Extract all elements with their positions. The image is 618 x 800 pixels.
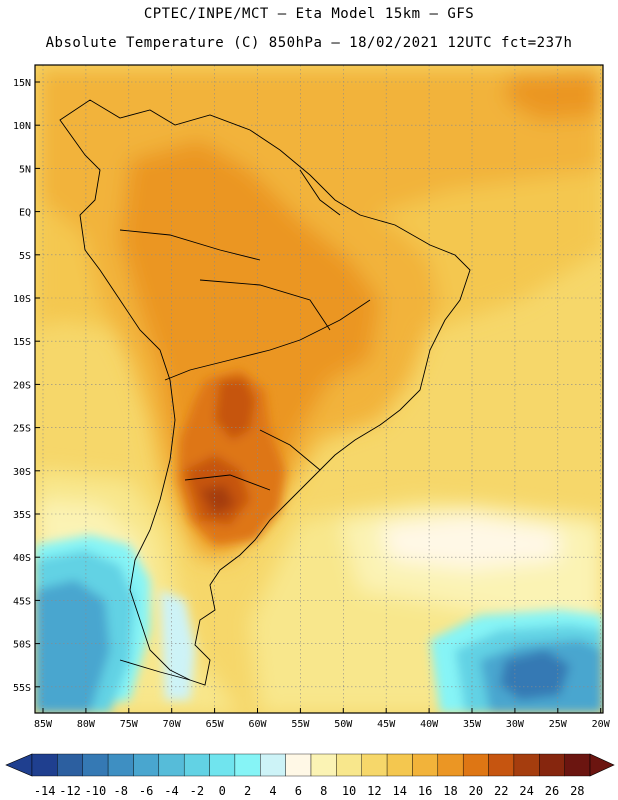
colorbar-swatch <box>462 753 489 777</box>
colorbar-swatch <box>57 753 83 777</box>
lat-label: 35S <box>13 510 31 521</box>
title-line-2: Absolute Temperature (C) 850hPa – 18/02/… <box>45 35 573 51</box>
colorbar-swatch <box>361 753 388 777</box>
colorbar-high-arrow <box>589 753 615 777</box>
lat-label: 15S <box>13 337 31 348</box>
colorbar-swatch <box>82 753 109 777</box>
lat-label: 10N <box>13 121 31 132</box>
colorbar-label: 14 <box>393 784 407 798</box>
colorbar-label: -6 <box>139 784 153 798</box>
lon-label: 50W <box>334 719 353 730</box>
colorbar-swatch <box>234 753 261 777</box>
lon-label: 55W <box>291 719 310 730</box>
colorbar-swatch <box>412 753 439 777</box>
lat-label: 50S <box>13 640 31 651</box>
colorbar-label: -12 <box>59 784 81 798</box>
colorbar-label: 6 <box>295 784 302 798</box>
temperature-field <box>35 65 603 713</box>
latitude-axis: 15N 10N 5N EQ 5S 10S 15S 20S 25S 30S 35S 40S 45S 50S 5… <box>13 78 40 694</box>
lon-label: 65W <box>206 719 225 730</box>
colorbar-swatch <box>31 753 58 777</box>
colorbar-label: 26 <box>545 784 559 798</box>
lat-label: 55S <box>13 683 31 694</box>
lon-label: 20W <box>592 719 611 730</box>
lon-label: 35W <box>463 719 482 730</box>
colorbar-label: 22 <box>494 784 508 798</box>
colorbar-swatch <box>260 753 286 777</box>
colorbar-label: -8 <box>114 784 128 798</box>
colorbar: -14 -12 -10 -8 -6 -4 -2 0 2 4 6 8 10 12 14 16 18 20 22 24 26… <box>5 753 615 798</box>
colorbar-swatch <box>336 753 362 777</box>
colorbar-swatch <box>386 753 413 777</box>
colorbar-swatch <box>158 753 185 777</box>
longitude-axis: 85W 80W 75W 70W 65W 60W 55W 50W 45W 40W 35W 30W 25W 2… <box>34 708 611 730</box>
lat-label: EQ <box>19 208 31 219</box>
colorbar-swatch <box>183 753 210 777</box>
lat-label: 45S <box>13 596 31 607</box>
colorbar-label: 0 <box>219 784 226 798</box>
colorbar-swatch <box>539 753 565 777</box>
lat-label: 5S <box>19 251 31 262</box>
lat-label: 10S <box>13 294 31 305</box>
colorbar-label: -10 <box>85 784 107 798</box>
coastline-outline <box>59 99 471 686</box>
lon-label: 25W <box>549 719 568 730</box>
lon-label: 70W <box>163 719 182 730</box>
lon-label: 60W <box>248 719 267 730</box>
colorbar-swatch <box>437 753 464 777</box>
colorbar-swatch <box>133 753 160 777</box>
colorbar-label: 28 <box>570 784 584 798</box>
colorbar-swatch <box>285 753 312 777</box>
colorbar-swatch <box>488 753 515 777</box>
colorbar-swatch <box>513 753 540 777</box>
colorbar-label: 10 <box>342 784 356 798</box>
colorbar-label: 8 <box>320 784 327 798</box>
colorbar-swatch <box>209 753 236 777</box>
colorbar-label: 12 <box>367 784 381 798</box>
lat-label: 25S <box>13 424 31 435</box>
colorbar-label: 2 <box>244 784 251 798</box>
lat-label: 15N <box>13 78 31 89</box>
colorbar-label: 18 <box>443 784 457 798</box>
colorbar-swatch <box>107 753 134 777</box>
title-line-1: CPTEC/INPE/MCT – Eta Model 15km – GFS <box>143 6 475 22</box>
lon-label: 40W <box>420 719 439 730</box>
lat-label: 40S <box>13 553 31 564</box>
colorbar-label: -14 <box>34 784 56 798</box>
lat-label: 20S <box>13 380 31 391</box>
colorbar-label: 4 <box>269 784 276 798</box>
colorbar-label: -4 <box>164 784 178 798</box>
map-frame <box>34 64 604 714</box>
colorbar-label: 20 <box>469 784 483 798</box>
colorbar-low-arrow <box>5 753 33 777</box>
lon-label: 80W <box>77 719 96 730</box>
lon-label: 85W <box>34 719 53 730</box>
colorbar-label: -2 <box>190 784 204 798</box>
lon-label: 45W <box>377 719 396 730</box>
colorbar-label: 16 <box>418 784 432 798</box>
lat-label: 30S <box>13 467 31 478</box>
lon-label: 30W <box>506 719 525 730</box>
colorbar-swatch <box>564 753 591 777</box>
colorbar-swatch <box>310 753 337 777</box>
lat-label: 5N <box>19 164 31 175</box>
lon-label: 75W <box>120 719 139 730</box>
colorbar-label: 24 <box>519 784 533 798</box>
